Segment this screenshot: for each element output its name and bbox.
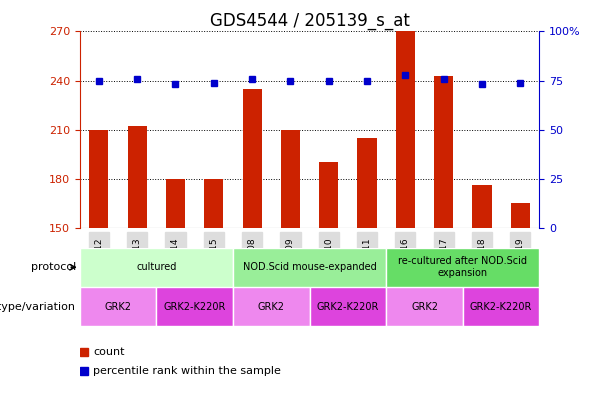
Bar bbox=[89, 130, 109, 228]
FancyBboxPatch shape bbox=[80, 287, 156, 326]
Bar bbox=[396, 31, 415, 228]
Text: GRK2: GRK2 bbox=[257, 301, 285, 312]
Bar bbox=[166, 179, 185, 228]
Bar bbox=[128, 127, 147, 228]
Bar bbox=[473, 185, 492, 228]
Bar bbox=[434, 75, 453, 228]
Text: GRK2-K220R: GRK2-K220R bbox=[164, 301, 226, 312]
Bar bbox=[204, 179, 223, 228]
Text: GRK2-K220R: GRK2-K220R bbox=[317, 301, 379, 312]
Bar bbox=[511, 204, 530, 228]
Bar bbox=[281, 130, 300, 228]
Bar bbox=[357, 138, 376, 228]
Text: cultured: cultured bbox=[136, 262, 177, 272]
Bar bbox=[319, 162, 338, 228]
FancyBboxPatch shape bbox=[233, 248, 386, 287]
Bar bbox=[243, 89, 262, 228]
FancyBboxPatch shape bbox=[386, 287, 463, 326]
Text: re-cultured after NOD.Scid
expansion: re-cultured after NOD.Scid expansion bbox=[398, 257, 527, 278]
Text: count: count bbox=[93, 347, 125, 357]
FancyBboxPatch shape bbox=[80, 248, 233, 287]
Text: GRK2: GRK2 bbox=[104, 301, 132, 312]
Title: GDS4544 / 205139_s_at: GDS4544 / 205139_s_at bbox=[210, 12, 409, 30]
FancyBboxPatch shape bbox=[310, 287, 386, 326]
Text: NOD.Scid mouse-expanded: NOD.Scid mouse-expanded bbox=[243, 262, 376, 272]
Text: protocol: protocol bbox=[31, 262, 76, 272]
Text: genotype/variation: genotype/variation bbox=[0, 301, 76, 312]
Text: percentile rank within the sample: percentile rank within the sample bbox=[93, 366, 281, 376]
Text: GRK2-K220R: GRK2-K220R bbox=[470, 301, 532, 312]
Text: GRK2: GRK2 bbox=[411, 301, 438, 312]
FancyBboxPatch shape bbox=[463, 287, 539, 326]
FancyBboxPatch shape bbox=[386, 248, 539, 287]
FancyBboxPatch shape bbox=[233, 287, 310, 326]
FancyBboxPatch shape bbox=[156, 287, 233, 326]
